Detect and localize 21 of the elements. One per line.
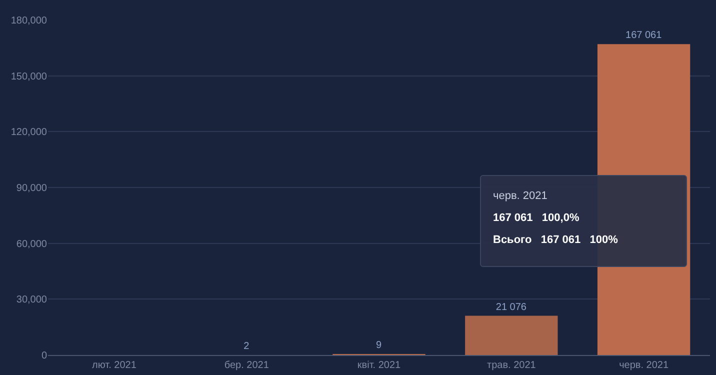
y-tick-label: 0 [41, 350, 48, 362]
x-tick-label: черв. 2021 [619, 360, 669, 371]
bar [465, 316, 558, 355]
annotation: Всього 167 061 100% [493, 234, 619, 246]
data-label: 9 [376, 340, 382, 351]
annotation: черв. 2021 [493, 190, 548, 202]
x-tick-label: лют. 2021 [92, 360, 137, 371]
data-label: 167 061 [626, 30, 662, 42]
data-label: 21 076 [496, 302, 527, 313]
x-tick-label: трав. 2021 [486, 360, 536, 371]
y-tick-label: 180,000 [10, 16, 48, 26]
annotation: 167 061 100,0% [493, 212, 580, 224]
x-tick-label: бер. 2021 [224, 360, 270, 371]
y-tick-label: 90,000 [16, 183, 48, 194]
y-tick-label: 60,000 [16, 238, 48, 250]
tooltip-panel: черв. 2021 167 061 100,0% Всього 167 061 100% [480, 175, 687, 267]
y-tick-label: 30,000 [16, 294, 48, 306]
x-tick-label: квіт. 2021 [357, 360, 402, 371]
y-tick-label: 120,000 [10, 127, 48, 138]
data-label: 2 [244, 341, 250, 352]
y-tick-label: 150,000 [10, 71, 48, 82]
